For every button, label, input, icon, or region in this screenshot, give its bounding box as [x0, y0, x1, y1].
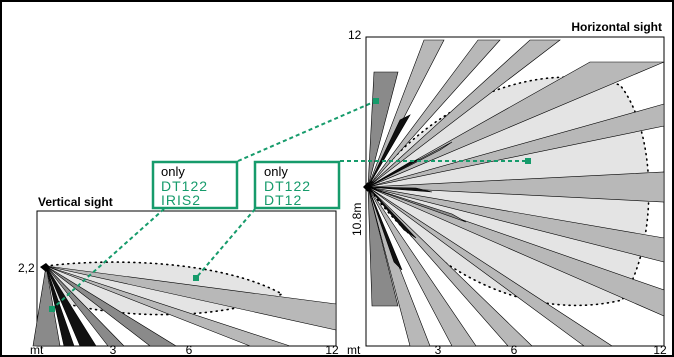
horizontal-x-tick-3: 3	[435, 343, 442, 357]
horizontal-sight-panel: Horizontal sight 12 10.8m mt 3 6 12	[347, 20, 667, 357]
callout-2-origin-dot	[193, 275, 199, 281]
horizontal-beam	[367, 186, 467, 223]
callout-2-leader-bottom	[195, 208, 256, 279]
vertical-x-tick-12: 12	[325, 343, 339, 357]
vertical-x-tick-3: 3	[110, 343, 117, 357]
horizontal-beam	[367, 61, 665, 188]
horizontal-beam	[367, 186, 665, 317]
horizontal-beam	[367, 186, 403, 271]
detector-icon-horizontal	[363, 182, 372, 192]
vertical-beam	[45, 265, 97, 347]
callout-1-leader-top	[237, 100, 377, 162]
vertical-x-tick-6: 6	[186, 343, 193, 357]
callout-1-box	[151, 160, 239, 210]
horizontal-beam	[367, 114, 411, 188]
callout-2-target-dot	[525, 158, 531, 164]
horizontal-beam	[367, 186, 665, 263]
vertical-beams	[45, 265, 337, 347]
callout-1-target-dot	[373, 98, 379, 104]
callout-2-model-2: DT12	[264, 192, 302, 208]
detector-icon-vertical	[40, 263, 50, 272]
horizontal-y-span-label: 10.8m	[350, 203, 364, 236]
vertical-height-label: 2,2	[18, 261, 35, 275]
callout-1-only: only	[161, 164, 185, 179]
horizontal-y-top-label: 12	[348, 28, 362, 42]
horizontal-beam	[367, 186, 477, 347]
horizontal-x-tick-6: 6	[511, 343, 518, 357]
callout-2-box	[253, 160, 341, 210]
horizontal-beam	[367, 186, 399, 307]
vertical-x-unit: mt	[30, 343, 44, 357]
horizontal-beam	[367, 103, 665, 188]
horizontal-beam	[367, 186, 417, 239]
horizontal-beam	[367, 171, 665, 203]
horizontal-sight-title: Horizontal sight	[571, 20, 662, 34]
vertical-beam	[45, 265, 291, 347]
vertical-beam	[45, 265, 337, 331]
vertical-beam	[45, 265, 125, 347]
callout-1-model-1: DT122	[161, 178, 208, 194]
model-callouts: only DT122 IRIS2 only DT122 DT12	[49, 98, 531, 312]
horizontal-beams	[363, 39, 665, 347]
horizontal-beam	[367, 141, 453, 188]
callout-1-origin-dot	[49, 306, 55, 312]
horizontal-x-tick-12: 12	[653, 343, 667, 357]
vertical-sight-title: Vertical sight	[38, 195, 113, 209]
vertical-sight-panel: Vertical sight 2,2 mt 3 6 12	[18, 195, 339, 357]
horizontal-beam	[367, 39, 501, 188]
horizontal-beam	[367, 186, 614, 347]
callout-2-only: only	[264, 164, 288, 179]
callout-2-model-1: DT122	[264, 178, 311, 194]
horizontal-beam	[367, 39, 561, 188]
callout-1-model-2: IRIS2	[161, 192, 201, 208]
horizontal-beam	[367, 186, 533, 347]
horizontal-x-unit: mt	[347, 343, 361, 357]
horizontal-beam	[367, 186, 433, 193]
